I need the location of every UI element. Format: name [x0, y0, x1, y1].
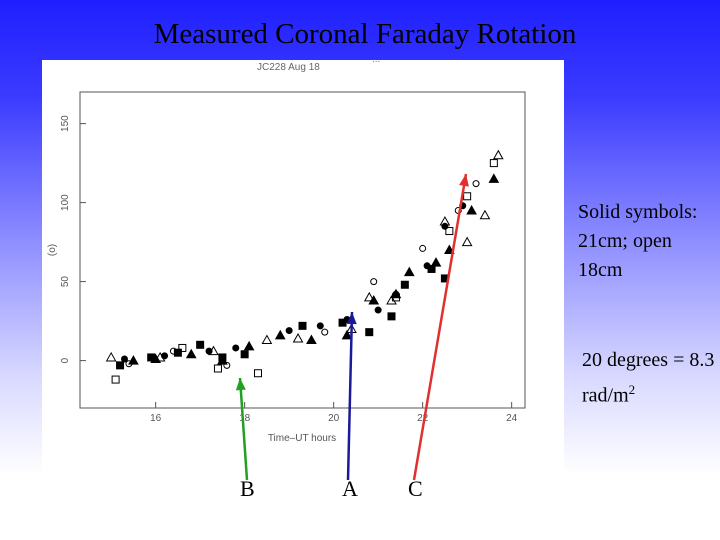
y-axis-label: (o) [47, 244, 58, 256]
data-point-triangle [208, 345, 219, 356]
data-point-triangle [105, 351, 117, 362]
data-point-triangle [243, 340, 255, 351]
arrow-c-head [459, 174, 469, 187]
data-point-triangle [261, 334, 273, 345]
arrow-b-head [235, 378, 246, 391]
data-point-triangle [403, 266, 415, 277]
data-point-circle [232, 344, 240, 352]
data-point-square [489, 159, 498, 168]
data-point-triangle [488, 173, 500, 183]
arrow-a [346, 311, 354, 481]
data-point-triangle [492, 149, 504, 160]
data-point-square [116, 361, 125, 370]
data-point-square [178, 343, 187, 352]
data-point-square [400, 280, 409, 289]
data-point-triangle [363, 291, 375, 302]
data-point-circle [121, 355, 128, 363]
data-point-triangle [292, 332, 304, 343]
data-point-triangle [439, 216, 451, 226]
data-point-circle [374, 306, 382, 314]
data-point-square [254, 369, 262, 378]
data-point-square [463, 192, 472, 201]
y-tick-label: 0 [60, 357, 71, 363]
x-tick-label: 16 [150, 413, 162, 424]
plot-frame [79, 91, 526, 409]
data-point-circle [419, 244, 427, 252]
data-point-circle [423, 262, 431, 270]
data-point-triangle [461, 236, 473, 247]
data-point-triangle [217, 355, 228, 365]
x-tick-label: 24 [506, 413, 518, 424]
data-point-triangle [274, 329, 286, 340]
data-point-circle [321, 328, 329, 336]
scan-header: JC228 Aug 18 [257, 62, 320, 73]
marker-label-b: B [240, 476, 255, 501]
data-point-square [173, 348, 182, 357]
data-point-circle [223, 361, 231, 369]
data-point-circle [370, 278, 378, 286]
slide-title: Measured Coronal Faraday Rotation [153, 18, 577, 50]
data-point-triangle [386, 295, 397, 305]
marker-label-a: A [342, 476, 358, 501]
symbols-note: Solid symbols: 21cm; open 18cm [578, 201, 698, 281]
data-point-triangle [128, 355, 139, 365]
data-point-square [111, 375, 120, 384]
data-point-circle [472, 180, 480, 188]
arrow-c [412, 173, 468, 481]
y-tick-label: 50 [60, 276, 71, 288]
data-point-triangle [306, 334, 317, 345]
data-point-triangle [466, 204, 477, 215]
data-point-circle [441, 222, 449, 230]
degrees-note: 20 degrees = 8.3 rad/m2 [582, 346, 717, 411]
x-axis-label: Time–UT hours [268, 433, 336, 444]
scan-corner-mark: ... [372, 54, 381, 65]
marker-label-c: C [408, 476, 423, 501]
data-point-circle [316, 322, 324, 330]
data-point-square [365, 328, 374, 337]
data-point-square [213, 364, 222, 373]
data-point-circle [169, 347, 177, 355]
data-point-square [298, 321, 307, 330]
degrees-note-superscript: 2 [628, 382, 636, 397]
data-point-circle [285, 327, 293, 335]
arrow-a-head [346, 312, 357, 325]
data-point-triangle [154, 351, 166, 362]
data-point-triangle [430, 257, 442, 267]
x-tick-label: 18 [239, 413, 251, 424]
scanned-figure: JC228 Aug 18 ... [42, 54, 564, 475]
data-point-triangle [341, 329, 353, 340]
data-point-square [240, 350, 249, 359]
x-tick-label: 22 [417, 413, 429, 424]
data-point-circle [125, 360, 133, 368]
data-point-square [196, 340, 205, 349]
arrow-b [238, 377, 249, 481]
data-point-square [445, 227, 454, 236]
data-point-triangle [185, 348, 197, 359]
data-point-square [387, 312, 396, 321]
degrees-note-text: 20 degrees = 8.3 rad/m [582, 349, 715, 407]
data-point-triangle [479, 209, 491, 220]
x-tick-label: 20 [328, 413, 340, 424]
y-tick-label: 150 [60, 115, 71, 132]
y-tick-label: 100 [60, 194, 71, 211]
